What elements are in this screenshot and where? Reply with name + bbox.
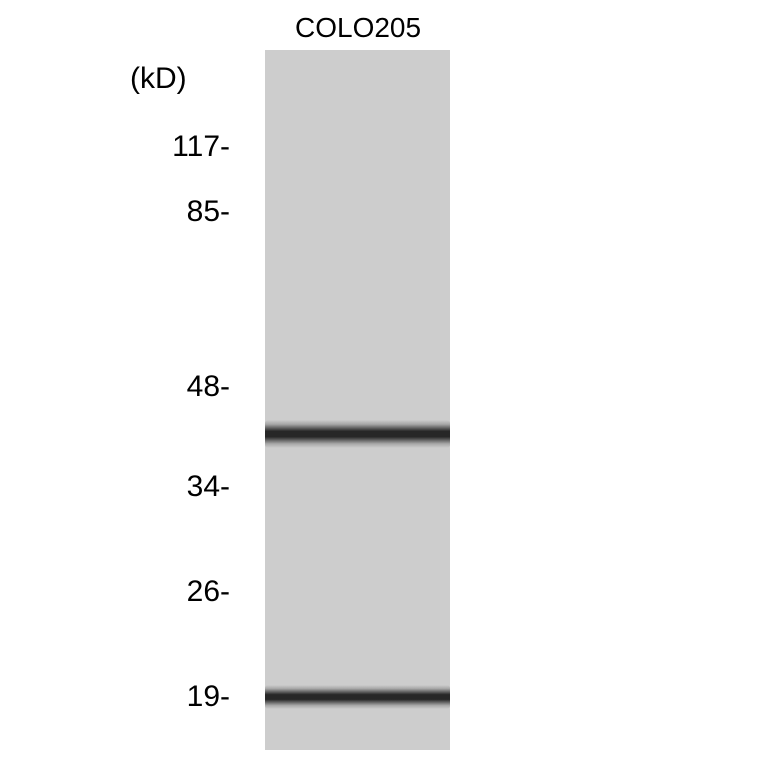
protein-band-upper	[265, 420, 450, 448]
mw-marker-26: 26-	[150, 575, 230, 609]
lane-sample-label: COLO205	[295, 12, 421, 44]
molecular-weight-unit: (kD)	[130, 62, 187, 96]
mw-marker-34: 34-	[150, 470, 230, 504]
western-blot-container: COLO205 (kD) 117- 85- 48- 34- 26- 19-	[0, 0, 764, 764]
mw-marker-85: 85-	[150, 195, 230, 229]
protein-band-lower	[265, 685, 450, 709]
mw-marker-19: 19-	[150, 680, 230, 714]
mw-marker-117: 117-	[150, 130, 230, 164]
blot-lane	[265, 50, 450, 750]
mw-marker-48: 48-	[150, 370, 230, 404]
